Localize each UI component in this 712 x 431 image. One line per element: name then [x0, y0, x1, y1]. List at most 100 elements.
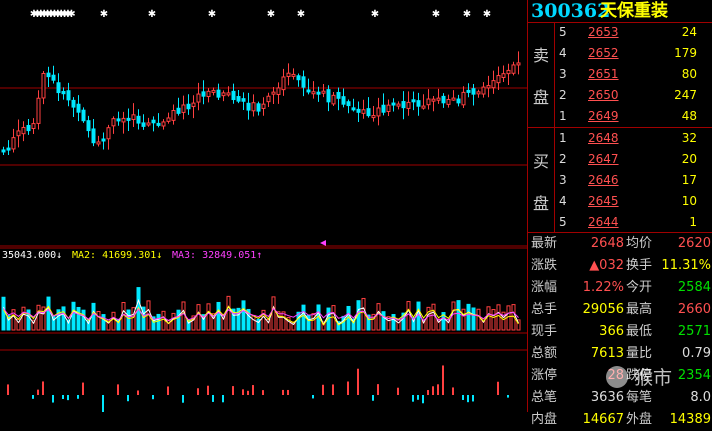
stat-value: 14389: [669, 412, 711, 427]
event-marker-icon: ✱: [148, 9, 156, 20]
volume-bar: [101, 314, 106, 331]
volume-bar: [1, 296, 6, 331]
volume-bar: [331, 305, 336, 331]
candle-body: [6, 147, 11, 151]
event-marker-icon: ✱: [267, 9, 275, 20]
volume-bar: [326, 307, 331, 331]
candle-body: [21, 126, 26, 135]
candle-body: [476, 91, 481, 95]
indicator-bar: [127, 395, 129, 402]
indicator-bar: [262, 390, 264, 395]
volume-bar: [126, 309, 131, 331]
event-marker-icon: ✱: [30, 9, 38, 20]
ma1-legend: 35043.000↓: [2, 250, 62, 261]
candle-body: [196, 93, 201, 103]
stat-row: 总笔 3636 每笔 8.0: [528, 387, 712, 409]
stat-value: 1.22%: [582, 280, 624, 295]
ask-row[interactable]: 5 2653 24: [559, 25, 697, 39]
candle-body: [401, 101, 406, 109]
volume-bar: [386, 316, 391, 331]
volume-bar: [26, 309, 31, 331]
stat-row: 总额 7613 量比 0.79: [528, 343, 712, 365]
indicator-bar: [212, 395, 214, 402]
indicator-bar: [247, 390, 249, 395]
volume-bar: [351, 318, 356, 331]
bid-row[interactable]: 4 2645 10: [559, 194, 697, 208]
stat-label: 内盘: [531, 412, 558, 427]
volume-bar: [291, 321, 296, 331]
ask-row[interactable]: 3 2651 80: [559, 67, 697, 81]
ma-line: [3, 305, 519, 326]
candle-body: [211, 89, 216, 93]
indicator-bar: [347, 381, 349, 395]
indicator-bar: [52, 395, 54, 403]
volume-bar: [6, 315, 11, 331]
bid-row[interactable]: 3 2646 17: [559, 173, 697, 187]
stat-label: 最高: [626, 302, 653, 317]
stat-value: 11.31%: [661, 258, 711, 273]
candle-body: [146, 122, 151, 126]
stat-row: 总手 29056 最高 2660: [528, 299, 712, 321]
volume-bar: [431, 303, 436, 331]
candle-body: [346, 101, 351, 107]
candle-body: [271, 91, 276, 95]
volume-bar: [286, 317, 291, 331]
candle-body: [496, 75, 501, 84]
candle-body: [446, 99, 451, 105]
indicator-bar: [252, 385, 254, 395]
volume-bar: [476, 308, 481, 331]
candle-body: [296, 75, 301, 81]
volume-bar: [506, 305, 511, 331]
ask-row[interactable]: 1 2649 48: [559, 109, 697, 123]
ask-row[interactable]: 4 2652 179: [559, 46, 697, 60]
book-divider: [528, 127, 712, 128]
volume-bar: [381, 311, 386, 331]
event-marker-icon: ✱: [483, 9, 491, 20]
indicator-bar: [37, 389, 39, 395]
volume-bar: [236, 307, 241, 331]
candle-body: [231, 90, 236, 101]
stat-label: 现手: [531, 324, 558, 339]
candle-body: [151, 119, 156, 124]
volume-bar: [321, 321, 326, 331]
indicator-bar: [472, 395, 474, 402]
indicator-bar: [67, 395, 69, 401]
event-marker-icon: ✱: [47, 9, 55, 20]
indicator-bar: [397, 387, 399, 395]
bid-row[interactable]: 1 2648 32: [559, 131, 697, 145]
candle-body: [431, 98, 436, 102]
bid-row[interactable]: 5 2644 1: [559, 215, 697, 229]
candle-body: [436, 97, 441, 101]
volume-bar: [456, 300, 461, 331]
stat-label: 涨停: [531, 368, 558, 383]
volume-bar: [261, 309, 266, 331]
candle-body: [266, 95, 271, 103]
stats-divider: [528, 232, 712, 233]
volume-bar: [436, 318, 441, 331]
kline-chart[interactable]: ✱✱✱✱✱✱✱✱✱✱✱✱ ✱ ✱ ✱ ✱ ✱ ✱ ✱ ✱ ✱ 35043.000↓ MA2: 41…: [0, 0, 527, 412]
indicator-bar: [282, 389, 284, 395]
stat-label: 最新: [531, 236, 558, 251]
stock-code: 300362: [531, 0, 611, 22]
candle-body: [251, 102, 256, 112]
candle-body: [416, 100, 421, 107]
event-marker-icon: ✱: [60, 9, 68, 20]
stat-label: 量比: [626, 346, 653, 361]
ma2-legend: MA2: 41699.301↓: [72, 250, 162, 261]
ma3-legend: MA3: 32849.051↑: [172, 250, 262, 261]
volume-bar: [391, 314, 396, 331]
indicator-bar: [372, 395, 374, 401]
candle-body: [16, 130, 21, 137]
candle-body: [386, 104, 391, 112]
candle-body: [31, 123, 36, 130]
volume-bar: [201, 314, 206, 331]
stat-value: ▲032: [589, 258, 624, 273]
volume-bar: [81, 309, 86, 331]
watermark-text: 猴市: [634, 367, 673, 389]
event-marker-icon: ✱: [463, 9, 471, 20]
ask-row[interactable]: 2 2650 247: [559, 88, 697, 102]
bid-row[interactable]: 2 2647 20: [559, 152, 697, 166]
indicator-bar: [417, 395, 419, 400]
event-marker-icon: ✱: [432, 9, 440, 20]
indicator-bar: [102, 395, 104, 412]
